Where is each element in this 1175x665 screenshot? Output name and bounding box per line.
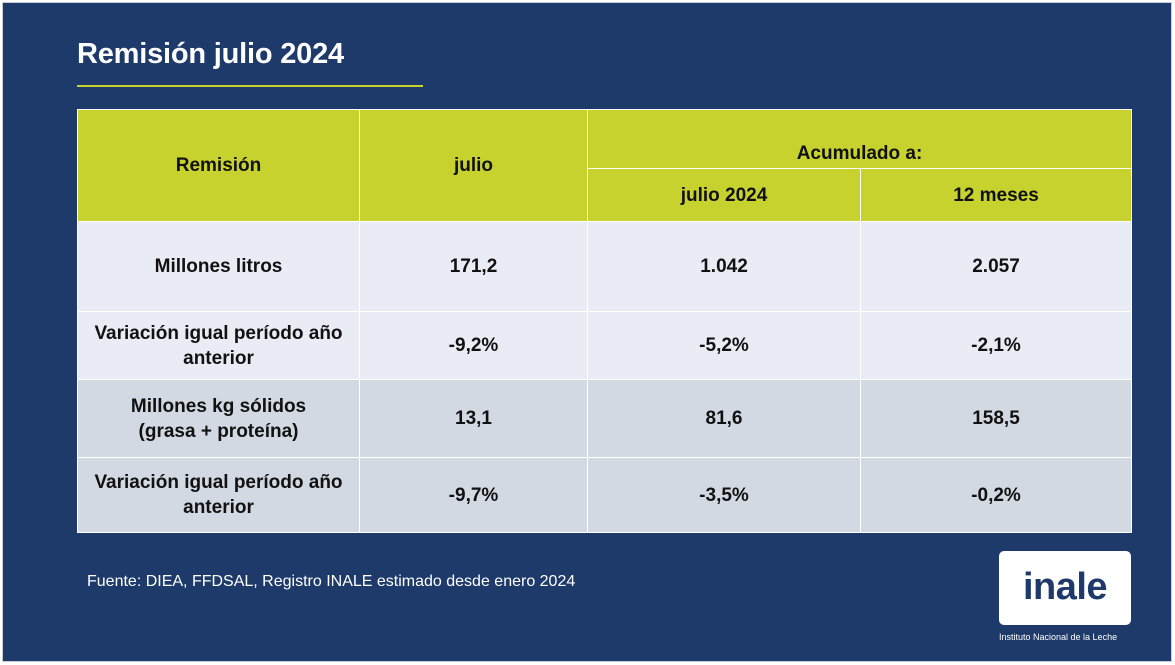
cell-julio: 171,2 bbox=[359, 221, 588, 312]
table-row: Variación igual período año anterior -9,… bbox=[77, 311, 1132, 380]
source-note: Fuente: DIEA, FFDSAL, Registro INALE est… bbox=[87, 573, 576, 590]
header-subrow: julio 2024 12 meses bbox=[78, 168, 1132, 222]
cell-acum-12: -2,1% bbox=[860, 311, 1132, 380]
cell-julio: -9,2% bbox=[359, 311, 588, 380]
cell-acum-julio: -5,2% bbox=[587, 311, 861, 380]
row-label: Variación igual período año anterior bbox=[77, 311, 360, 380]
cell-acum-12: 2.057 bbox=[860, 221, 1132, 312]
remision-table: Remisión julio Acumulado a: julio 2024 1… bbox=[77, 109, 1132, 533]
header-12-meses: 12 meses bbox=[860, 168, 1132, 222]
cell-julio: 13,1 bbox=[359, 379, 588, 458]
row-label: Millones litros bbox=[77, 221, 360, 312]
inale-logo: inale bbox=[999, 551, 1131, 625]
cell-acum-julio: 1.042 bbox=[587, 221, 861, 312]
row-label: Variación igual período año anterior bbox=[77, 457, 360, 533]
table-row: Millones litros 171,2 1.042 2.057 bbox=[77, 221, 1132, 312]
slide-title: Remisión julio 2024 bbox=[77, 38, 344, 70]
row-label: Millones kg sólidos (grasa + proteína) bbox=[77, 379, 360, 458]
header-julio: julio bbox=[359, 109, 588, 222]
logo-subtitle: Instituto Nacional de la Leche bbox=[999, 632, 1118, 642]
header-row: Remisión julio Acumulado a: bbox=[77, 109, 1132, 222]
cell-acum-julio: 81,6 bbox=[587, 379, 861, 458]
table-row: Variación igual período año anterior -9,… bbox=[77, 457, 1132, 533]
logo-text: inale bbox=[1022, 565, 1108, 608]
cell-julio: -9,7% bbox=[359, 457, 588, 533]
table-row: Millones kg sólidos (grasa + proteína) 1… bbox=[77, 379, 1132, 458]
header-acumulado: Acumulado a: bbox=[587, 109, 1132, 169]
header-julio-2024: julio 2024 bbox=[587, 168, 861, 222]
cell-acum-12: -0,2% bbox=[860, 457, 1132, 533]
cell-acum-12: 158,5 bbox=[860, 379, 1132, 458]
title-underline bbox=[77, 85, 423, 87]
cell-acum-julio: -3,5% bbox=[587, 457, 861, 533]
header-remision: Remisión bbox=[77, 109, 360, 222]
